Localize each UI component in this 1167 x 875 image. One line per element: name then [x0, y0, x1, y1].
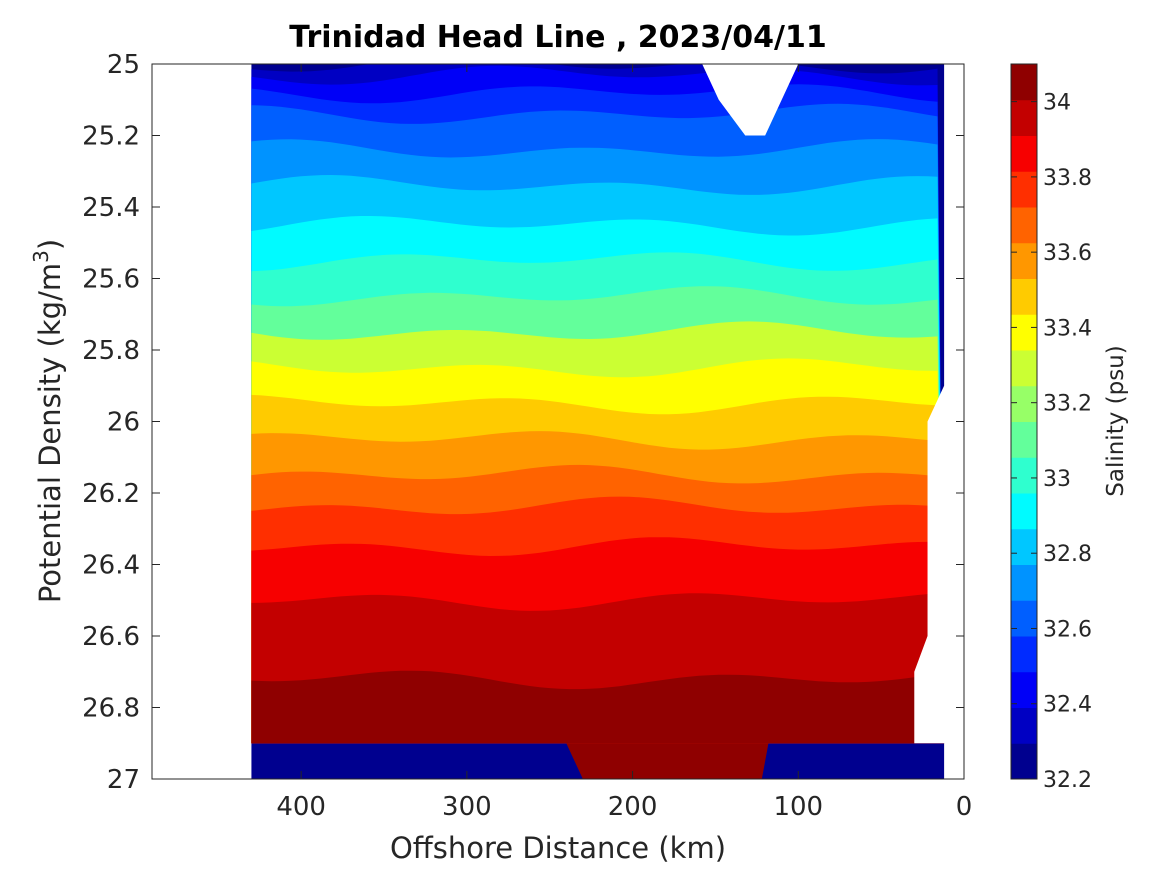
no-data-region [702, 64, 799, 136]
contour-fill-area [251, 64, 945, 779]
x-axis-label: Offshore Distance (km) [390, 831, 726, 865]
y-tick-label: 25.8 [82, 336, 140, 366]
y-axis-label-end: ) [33, 239, 67, 250]
colorbar-tick-label: 33.2 [1043, 392, 1092, 417]
colorbar-segment [1011, 707, 1037, 744]
y-tick-label: 26.8 [82, 694, 140, 724]
colorbar-segment [1011, 99, 1037, 136]
y-tick-label: 25.6 [82, 265, 140, 295]
colorbar-segment [1011, 314, 1037, 351]
x-tick-label: 100 [773, 792, 823, 822]
x-tick-label: 400 [276, 792, 326, 822]
y-axis-label-sup: 3 [29, 250, 53, 263]
x-tick-label: 200 [608, 792, 658, 822]
colorbar-tick-label: 32.8 [1043, 542, 1092, 567]
y-tick-label: 26.4 [82, 551, 140, 581]
y-axis: 25 25.2 25.4 25.6 25.8 26 26.2 26.4 26.6 26.8 27 [82, 50, 964, 795]
data-mask [702, 64, 964, 744]
x-tick-label: 0 [956, 792, 973, 822]
colorbar-segment [1011, 493, 1037, 530]
colorbar-segment [1011, 421, 1037, 458]
y-tick-label: 26.6 [82, 622, 140, 652]
colorbar: 32.2 32.4 32.6 32.8 33 33.2 33.4 33.6 33.8 34 [1010, 63, 1092, 793]
y-tick-label: 25.2 [82, 122, 140, 152]
colorbar-segment [1011, 207, 1037, 244]
colorbar-segment [1011, 457, 1037, 494]
colorbar-segment [1011, 671, 1037, 708]
colorbar-segment [1011, 636, 1037, 673]
y-tick-label: 27 [107, 765, 140, 795]
colorbar-segment [1011, 600, 1037, 637]
colorbar-tick-label: 32.4 [1043, 693, 1092, 718]
colorbar-segment [1011, 743, 1037, 780]
contour-band [566, 743, 769, 779]
y-tick-label: 26 [107, 408, 140, 438]
colorbar-tick-label: 32.2 [1043, 768, 1092, 793]
y-axis-label-main: Potential Density (kg/m [33, 263, 67, 603]
colorbar-frame [1010, 63, 1038, 780]
colorbar-tick-label: 33 [1043, 467, 1071, 492]
colorbar-tick-label: 34 [1043, 91, 1071, 116]
colorbar-label: Salinity (psu) [1103, 345, 1129, 497]
colorbar-tick-label: 33.8 [1043, 166, 1092, 191]
y-tick-label: 25.4 [82, 193, 140, 223]
colorbar-segment [1011, 278, 1037, 315]
contour-band [251, 670, 945, 744]
y-tick-label: 26.2 [82, 479, 140, 509]
x-tick-label: 300 [442, 792, 492, 822]
y-tick-label: 25 [107, 50, 140, 80]
colorbar-tick-label: 33.6 [1043, 241, 1092, 266]
colorbar-segment [1011, 350, 1037, 387]
colorbar-tick-label: 32.6 [1043, 617, 1092, 642]
colorbar-segment [1011, 242, 1037, 279]
colorbar-segment [1011, 528, 1037, 565]
chart-title: Trinidad Head Line , 2023/04/11 [289, 20, 826, 55]
colorbar-segment [1011, 385, 1037, 422]
y-axis-label: Potential Density (kg/m3) [29, 239, 67, 603]
colorbar-segment [1011, 564, 1037, 601]
colorbar-segment [1011, 135, 1037, 172]
colorbar-segment [1011, 64, 1037, 101]
no-data-region [914, 385, 964, 744]
colorbar-tick-label: 33.4 [1043, 316, 1092, 341]
x-axis: 400 300 200 100 0 [276, 64, 972, 822]
